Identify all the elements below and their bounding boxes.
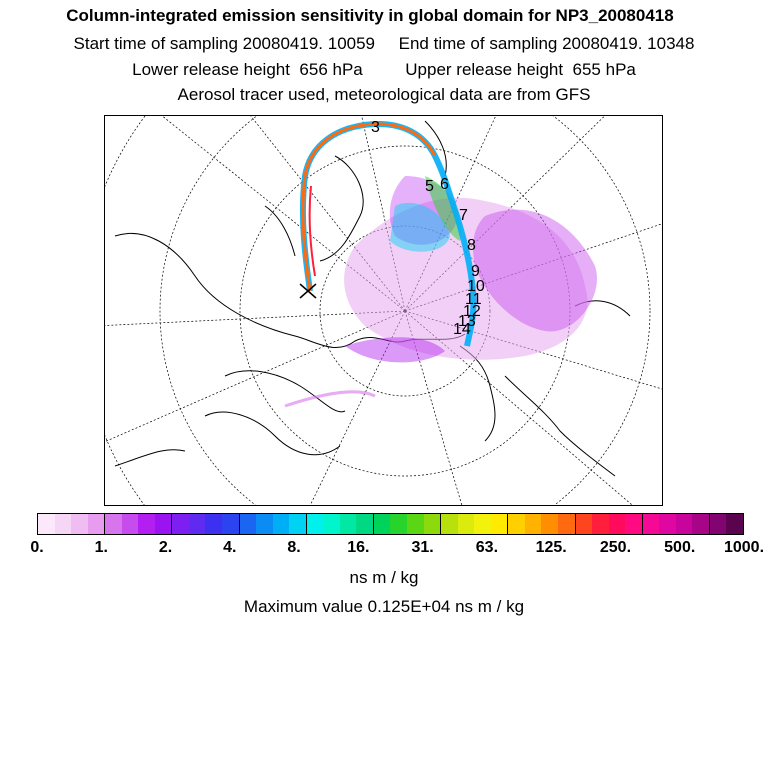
trajectory-labels: 3 5 6 7 8 9 10 11 12 13 14: [371, 119, 485, 338]
colorbar-segment: [256, 514, 273, 534]
colorbar-segment: [641, 514, 660, 534]
colorbar-segment: [574, 514, 593, 534]
colorbar-segment: [272, 514, 290, 534]
colorbar-segment: [625, 514, 642, 534]
release-height: Lower release height 656 hPa Upper relea…: [132, 60, 636, 79]
colorbar-tick-label: 125.: [535, 539, 567, 556]
colorbar-segment: [238, 514, 257, 534]
colorbar-segment: [507, 514, 525, 534]
maximum-value: Maximum value 0.125E+04 ns m / kg: [243, 597, 525, 616]
colorbar-unit: ns m / kg: [349, 568, 419, 587]
colorbar-tick-label: 2.: [158, 539, 173, 556]
colorbar-segment: [87, 514, 105, 534]
colorbar-segment: [104, 514, 122, 534]
traj-label: 12: [463, 303, 481, 320]
colorbar-tick-label: 1000.: [723, 539, 765, 556]
sampling-time: Start time of sampling 20080419. 10059 E…: [73, 34, 695, 53]
emission-plume: [284, 120, 597, 408]
map-panel: 3 5 6 7 8 9 10 11 12 13 14: [104, 115, 663, 506]
colorbar-tick-label: 31.: [411, 539, 434, 556]
colorbar-segment: [659, 514, 676, 534]
colorbar-segment: [592, 514, 609, 534]
colorbar-tick-label: 8.: [287, 539, 301, 556]
traj-label: 7: [459, 207, 468, 224]
release-marker: [299, 283, 317, 299]
colorbar-tick-label: 250.: [599, 539, 632, 556]
colorbar-tick-label: 500.: [664, 539, 696, 556]
traj-label: 11: [465, 291, 482, 308]
colorbar-segment: [372, 514, 391, 534]
colorbar-segment: [541, 514, 558, 534]
colorbar-segment: [423, 514, 441, 534]
colorbar-segment: [708, 514, 727, 534]
traj-label: 5: [425, 178, 434, 195]
colorbar-segment: [390, 514, 408, 534]
colorbar-segment: [188, 514, 206, 534]
traj-label: 10: [467, 278, 485, 295]
colorbar-segment: [222, 514, 239, 534]
colorbar-segment: [608, 514, 626, 534]
colorbar-segment: [305, 514, 324, 534]
colorbar-segment: [726, 514, 743, 534]
colorbar-tick-label: 4.: [223, 539, 237, 556]
colorbar-segment: [356, 514, 373, 534]
traj-label: 14: [453, 321, 471, 338]
colorbar-tick-label: 16.: [347, 539, 370, 556]
tracer-info: Aerosol tracer used, meteorological data…: [177, 85, 591, 104]
colorbar-segment: [71, 514, 88, 534]
colorbar-segment: [121, 514, 139, 534]
colorbar-tick-label: 1.: [94, 539, 108, 556]
map-canvas: 3 5 6 7 8 9 10 11 12 13 14: [105, 116, 662, 505]
colorbar-segment: [407, 514, 424, 534]
colorbar-segment: [289, 514, 306, 534]
colorbar-segment: [138, 514, 155, 534]
colorbar-segment: [524, 514, 542, 534]
colorbar-segment: [675, 514, 693, 534]
colorbar-segment: [557, 514, 575, 534]
traj-label: 9: [471, 263, 480, 280]
colorbar-segment: [171, 514, 189, 534]
traj-label: 13: [458, 313, 476, 330]
traj-label: 8: [467, 237, 476, 254]
colorbar: [37, 513, 744, 535]
colorbar-segment: [38, 514, 55, 534]
colorbar-segment: [457, 514, 475, 534]
colorbar-tick-label: 63.: [475, 539, 499, 556]
colorbar-segment: [474, 514, 491, 534]
colorbar-tick-label: 0.: [30, 539, 44, 556]
colorbar-segment: [440, 514, 458, 534]
colorbar-segment: [54, 514, 72, 534]
traj-label: 3: [371, 119, 380, 136]
colorbar-segment: [205, 514, 223, 534]
colorbar-segment: [154, 514, 172, 534]
traj-label: 6: [440, 176, 449, 193]
colorbar-segment: [339, 514, 357, 534]
plot-title: Column-integrated emission sensitivity i…: [66, 6, 674, 25]
colorbar-segment: [323, 514, 340, 534]
colorbar-segment: [490, 514, 508, 534]
colorbar-segment: [692, 514, 709, 534]
